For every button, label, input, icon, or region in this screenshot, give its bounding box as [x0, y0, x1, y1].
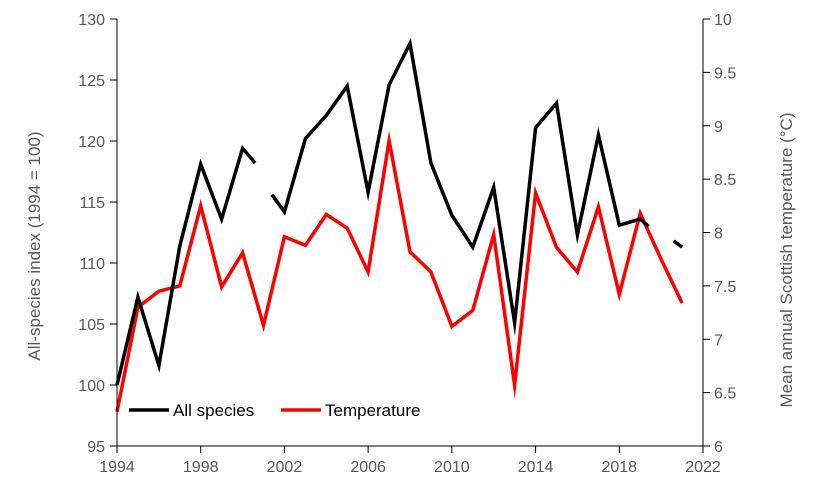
y-axis-left-title: All-species index (1994 = 100) — [25, 131, 44, 360]
y-left-tick-label: 95 — [87, 439, 105, 456]
axes — [116, 19, 704, 447]
y-left-tick-label: 125 — [78, 73, 105, 90]
x-tick-label: 2002 — [267, 459, 303, 476]
x-tick-label: 2010 — [434, 459, 470, 476]
x-tick-label: 2014 — [518, 459, 554, 476]
y-right-tick-label: 8.5 — [714, 172, 736, 189]
legend-label: Temperature — [325, 401, 420, 420]
y-left-tick-label: 105 — [78, 317, 105, 334]
x-tick-label: 2022 — [685, 459, 721, 476]
y-axis-right-title: Mean annual Scottish temperature (°C) — [777, 113, 796, 408]
legend: All species Temperature — [129, 401, 420, 420]
y-left-tick-label: 100 — [78, 378, 105, 395]
all-species-series-line — [270, 37, 650, 337]
y-left-tick-label: 115 — [79, 195, 105, 212]
x-tick-label: 2006 — [350, 459, 386, 476]
ticks: 95 100 105 110 115 120 125 130 6 6.5 7 7.5 8 8.5 9 9.5 1… — [78, 12, 736, 476]
y-right-tick-label: 9.5 — [714, 65, 736, 82]
y-right-tick-label: 9 — [714, 119, 723, 136]
y-left-tick-label: 110 — [79, 256, 105, 273]
plot-lines — [115, 37, 684, 413]
all-species-series-line — [672, 239, 684, 249]
y-right-tick-label: 6 — [714, 439, 723, 456]
legend-label: All species — [173, 401, 254, 420]
y-right-tick-label: 7 — [714, 332, 723, 349]
x-tick-label: 1998 — [183, 459, 219, 476]
x-tick-label: 1994 — [99, 459, 135, 476]
y-right-tick-label: 7.5 — [714, 279, 736, 296]
x-tick-label: 2018 — [601, 459, 637, 476]
all-species-series-line — [115, 144, 257, 386]
y-left-tick-label: 120 — [78, 134, 105, 151]
y-left-tick-label: 130 — [78, 12, 105, 29]
y-right-tick-label: 8 — [714, 226, 723, 243]
y-right-tick-label: 6.5 — [714, 386, 736, 403]
y-right-tick-label: 10 — [714, 12, 732, 29]
temperature-series-line — [115, 130, 684, 413]
